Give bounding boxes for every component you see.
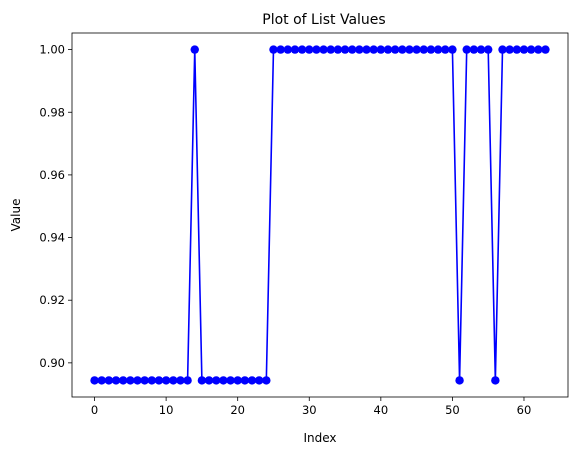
data-point xyxy=(341,45,349,53)
data-point xyxy=(412,45,420,53)
data-point xyxy=(90,376,98,384)
data-point xyxy=(291,45,299,53)
data-point xyxy=(470,45,478,53)
x-tick-label: 10 xyxy=(159,403,174,417)
data-point xyxy=(169,376,177,384)
x-tick-label: 0 xyxy=(91,403,98,417)
chart-title: Plot of List Values xyxy=(262,12,385,28)
data-point xyxy=(255,376,263,384)
data-point xyxy=(284,45,292,53)
data-point xyxy=(384,45,392,53)
data-point xyxy=(520,45,528,53)
data-point xyxy=(498,45,506,53)
x-axis-label: Index xyxy=(303,431,336,445)
y-tick-label: 0.92 xyxy=(39,293,65,307)
data-point xyxy=(126,376,134,384)
y-tick-label: 1.00 xyxy=(39,43,65,57)
data-point xyxy=(362,45,370,53)
y-axis-label: Value xyxy=(9,199,23,232)
data-point xyxy=(298,45,306,53)
data-point xyxy=(369,45,377,53)
data-point xyxy=(348,45,356,53)
data-point xyxy=(405,45,413,53)
data-point xyxy=(198,376,206,384)
y-tick-label: 0.94 xyxy=(39,231,65,245)
data-point xyxy=(241,376,249,384)
x-tick-label: 50 xyxy=(445,403,460,417)
data-point xyxy=(162,376,170,384)
data-point xyxy=(463,45,471,53)
data-point xyxy=(119,376,127,384)
data-point xyxy=(183,376,191,384)
data-point xyxy=(541,45,549,53)
data-point xyxy=(98,376,106,384)
data-point xyxy=(398,45,406,53)
series-line xyxy=(95,50,546,381)
data-point xyxy=(427,45,435,53)
y-tick-label: 0.96 xyxy=(39,168,65,182)
data-point xyxy=(219,376,227,384)
y-tick-label: 0.98 xyxy=(39,105,65,119)
data-point xyxy=(505,45,513,53)
data-point xyxy=(205,376,213,384)
data-point xyxy=(148,376,156,384)
data-point xyxy=(133,376,141,384)
data-point xyxy=(155,376,163,384)
data-point xyxy=(334,45,342,53)
data-point xyxy=(176,376,184,384)
data-point xyxy=(534,45,542,53)
data-point xyxy=(191,45,199,53)
data-point xyxy=(391,45,399,53)
y-tick-label: 0.90 xyxy=(39,356,65,370)
x-tick-label: 20 xyxy=(230,403,245,417)
data-point xyxy=(477,45,485,53)
data-point xyxy=(248,376,256,384)
data-point xyxy=(434,45,442,53)
data-point xyxy=(305,45,313,53)
data-point xyxy=(140,376,148,384)
data-point xyxy=(441,45,449,53)
data-point xyxy=(327,45,335,53)
data-point xyxy=(319,45,327,53)
data-point xyxy=(527,45,535,53)
data-point xyxy=(269,45,277,53)
data-point xyxy=(377,45,385,53)
data-point xyxy=(262,376,270,384)
x-tick-label: 60 xyxy=(517,403,532,417)
x-tick-label: 40 xyxy=(374,403,389,417)
data-point xyxy=(212,376,220,384)
data-point xyxy=(513,45,521,53)
data-point xyxy=(355,45,363,53)
x-tick-label: 30 xyxy=(302,403,317,417)
data-point xyxy=(105,376,113,384)
data-point xyxy=(312,45,320,53)
data-point xyxy=(491,376,499,384)
data-point xyxy=(484,45,492,53)
data-point xyxy=(112,376,120,384)
data-point xyxy=(455,376,463,384)
data-point xyxy=(420,45,428,53)
data-point xyxy=(226,376,234,384)
data-point xyxy=(233,376,241,384)
plot-frame xyxy=(72,33,568,397)
data-point xyxy=(276,45,284,53)
data-point xyxy=(448,45,456,53)
